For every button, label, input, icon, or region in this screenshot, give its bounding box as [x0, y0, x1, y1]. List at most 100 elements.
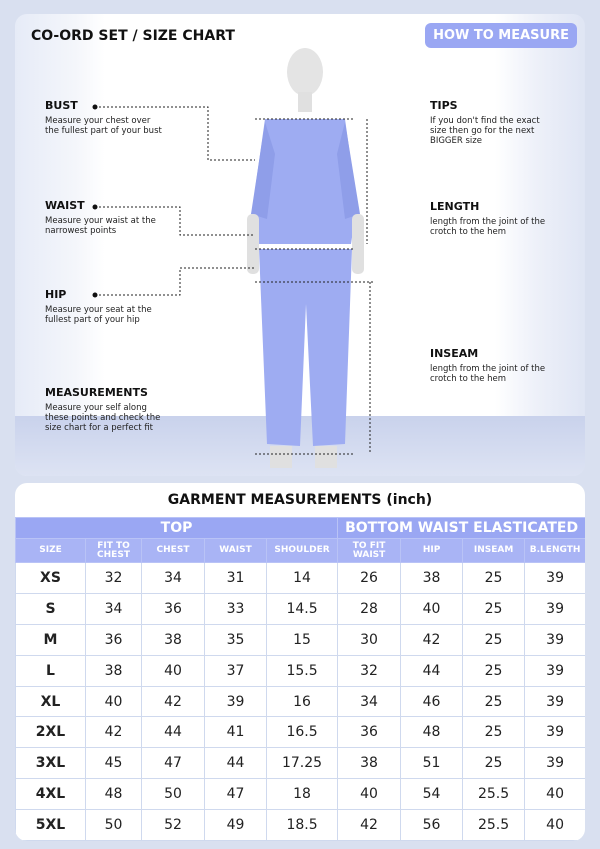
measurements-text: Measure your self along these points and… [45, 403, 161, 433]
length-title: LENGTH [430, 200, 480, 213]
value-cell: 25.5 [462, 778, 526, 811]
length-guide: LENGTH length from the joint of the crotc… [430, 200, 555, 237]
column-header: B.LENGTH [524, 538, 585, 563]
value-cell: 50 [85, 809, 142, 841]
value-cell: 25 [462, 654, 526, 687]
measurements-title: MEASUREMENTS [45, 386, 148, 399]
table-row: M 36 38 35 15 30 42 25 39 [15, 623, 585, 656]
value-cell: 40 [337, 778, 402, 811]
table-row: 2XL 42 44 41 16.5 36 48 25 39 [15, 716, 585, 749]
value-cell: 15.5 [265, 654, 339, 687]
value-cell: 45 [85, 747, 142, 780]
value-cell: 16 [265, 685, 339, 718]
table-row: L 38 40 37 15.5 32 44 25 39 [15, 654, 585, 687]
how-to-measure-badge: HOW TO MEASURE [425, 23, 577, 48]
inseam-title: INSEAM [430, 347, 479, 360]
value-cell: 38 [85, 654, 142, 687]
column-header: CHEST [141, 538, 205, 563]
value-cell: 44 [204, 747, 267, 780]
value-cell: 35 [204, 623, 267, 656]
value-cell: 34 [141, 562, 205, 594]
table-row: 3XL 45 47 44 17.25 38 51 25 39 [15, 747, 585, 780]
value-cell: 34 [337, 685, 402, 718]
bust-title: BUST [45, 99, 78, 112]
size-cell: XL [15, 685, 86, 718]
tips-text: If you don't find the exact size then go… [430, 116, 540, 146]
size-cell: 2XL [15, 716, 86, 749]
waist-text: Measure your waist at the narrowest poin… [45, 216, 156, 236]
value-cell: 25 [462, 747, 526, 780]
group-bottom: BOTTOM WAIST ELASTICATED [337, 517, 585, 539]
value-cell: 38 [337, 747, 402, 780]
value-cell: 25 [462, 623, 526, 656]
bust-guide: BUST Measure your chest over the fullest … [45, 99, 165, 136]
size-cell: XS [15, 562, 86, 594]
value-cell: 50 [141, 778, 205, 811]
value-cell: 46 [400, 685, 464, 718]
value-cell: 31 [204, 562, 267, 594]
value-cell: 36 [337, 716, 402, 749]
column-header: HIP [400, 538, 464, 563]
value-cell: 39 [524, 623, 585, 656]
value-cell: 44 [400, 654, 464, 687]
size-cell: S [15, 592, 86, 625]
size-cell: 5XL [15, 809, 86, 841]
table-row: XL 40 42 39 16 34 46 25 39 [15, 685, 585, 718]
inseam-text: length from the joint of the crotch to t… [430, 364, 546, 384]
column-header: SHOULDER [265, 538, 339, 563]
value-cell: 52 [141, 809, 205, 841]
value-cell: 42 [141, 685, 205, 718]
value-cell: 39 [524, 592, 585, 625]
value-cell: 39 [524, 685, 585, 718]
column-header: SIZE [15, 538, 86, 563]
value-cell: 38 [400, 562, 464, 594]
value-cell: 34 [85, 592, 142, 625]
hip-title: HIP [45, 288, 67, 301]
measurements-guide: MEASUREMENTS Measure your self along thes… [45, 386, 165, 433]
value-cell: 17.25 [265, 747, 339, 780]
value-cell: 39 [204, 685, 267, 718]
column-header: TO FIT WAIST [337, 538, 402, 563]
waist-guide: WAIST Measure your waist at the narrowest… [45, 199, 165, 236]
value-cell: 40 [524, 809, 585, 841]
value-cell: 25 [462, 685, 526, 718]
value-cell: 25.5 [462, 809, 526, 841]
value-cell: 33 [204, 592, 267, 625]
size-cell: 4XL [15, 778, 86, 811]
size-cell: M [15, 623, 86, 656]
value-cell: 40 [85, 685, 142, 718]
value-cell: 26 [337, 562, 402, 594]
column-header: INSEAM [462, 538, 526, 563]
hip-text: Measure your seat at the fullest part of… [45, 305, 152, 325]
table-row: S 34 36 33 14.5 28 40 25 39 [15, 592, 585, 625]
value-cell: 25 [462, 562, 526, 594]
value-cell: 32 [337, 654, 402, 687]
hip-guide: HIP Measure your seat at the fullest part… [45, 288, 165, 325]
mannequin-figure [92, 48, 375, 468]
value-cell: 18.5 [265, 809, 339, 841]
value-cell: 25 [462, 592, 526, 625]
value-cell: 44 [141, 716, 205, 749]
value-cell: 15 [265, 623, 339, 656]
value-cell: 56 [400, 809, 464, 841]
value-cell: 38 [141, 623, 205, 656]
value-cell: 18 [265, 778, 339, 811]
column-header: WAIST [204, 538, 267, 563]
value-cell: 16.5 [265, 716, 339, 749]
value-cell: 42 [337, 809, 402, 841]
value-cell: 48 [85, 778, 142, 811]
value-cell: 30 [337, 623, 402, 656]
value-cell: 42 [85, 716, 142, 749]
length-text: length from the joint of the crotch to t… [430, 217, 546, 237]
size-chart-card: GARMENT MEASUREMENTS (inch) TOP BOTTOM WA… [15, 483, 585, 841]
value-cell: 51 [400, 747, 464, 780]
waist-title: WAIST [45, 199, 85, 212]
value-cell: 25 [462, 716, 526, 749]
value-cell: 28 [337, 592, 402, 625]
size-cell: 3XL [15, 747, 86, 780]
tips-guide: TIPS If you don't find the exact size the… [430, 100, 555, 146]
value-cell: 36 [85, 623, 142, 656]
table-row: 4XL 48 50 47 18 40 54 25.5 40 [15, 778, 585, 811]
value-cell: 36 [141, 592, 205, 625]
table-row: 5XL 50 52 49 18.5 42 56 25.5 40 [15, 809, 585, 841]
